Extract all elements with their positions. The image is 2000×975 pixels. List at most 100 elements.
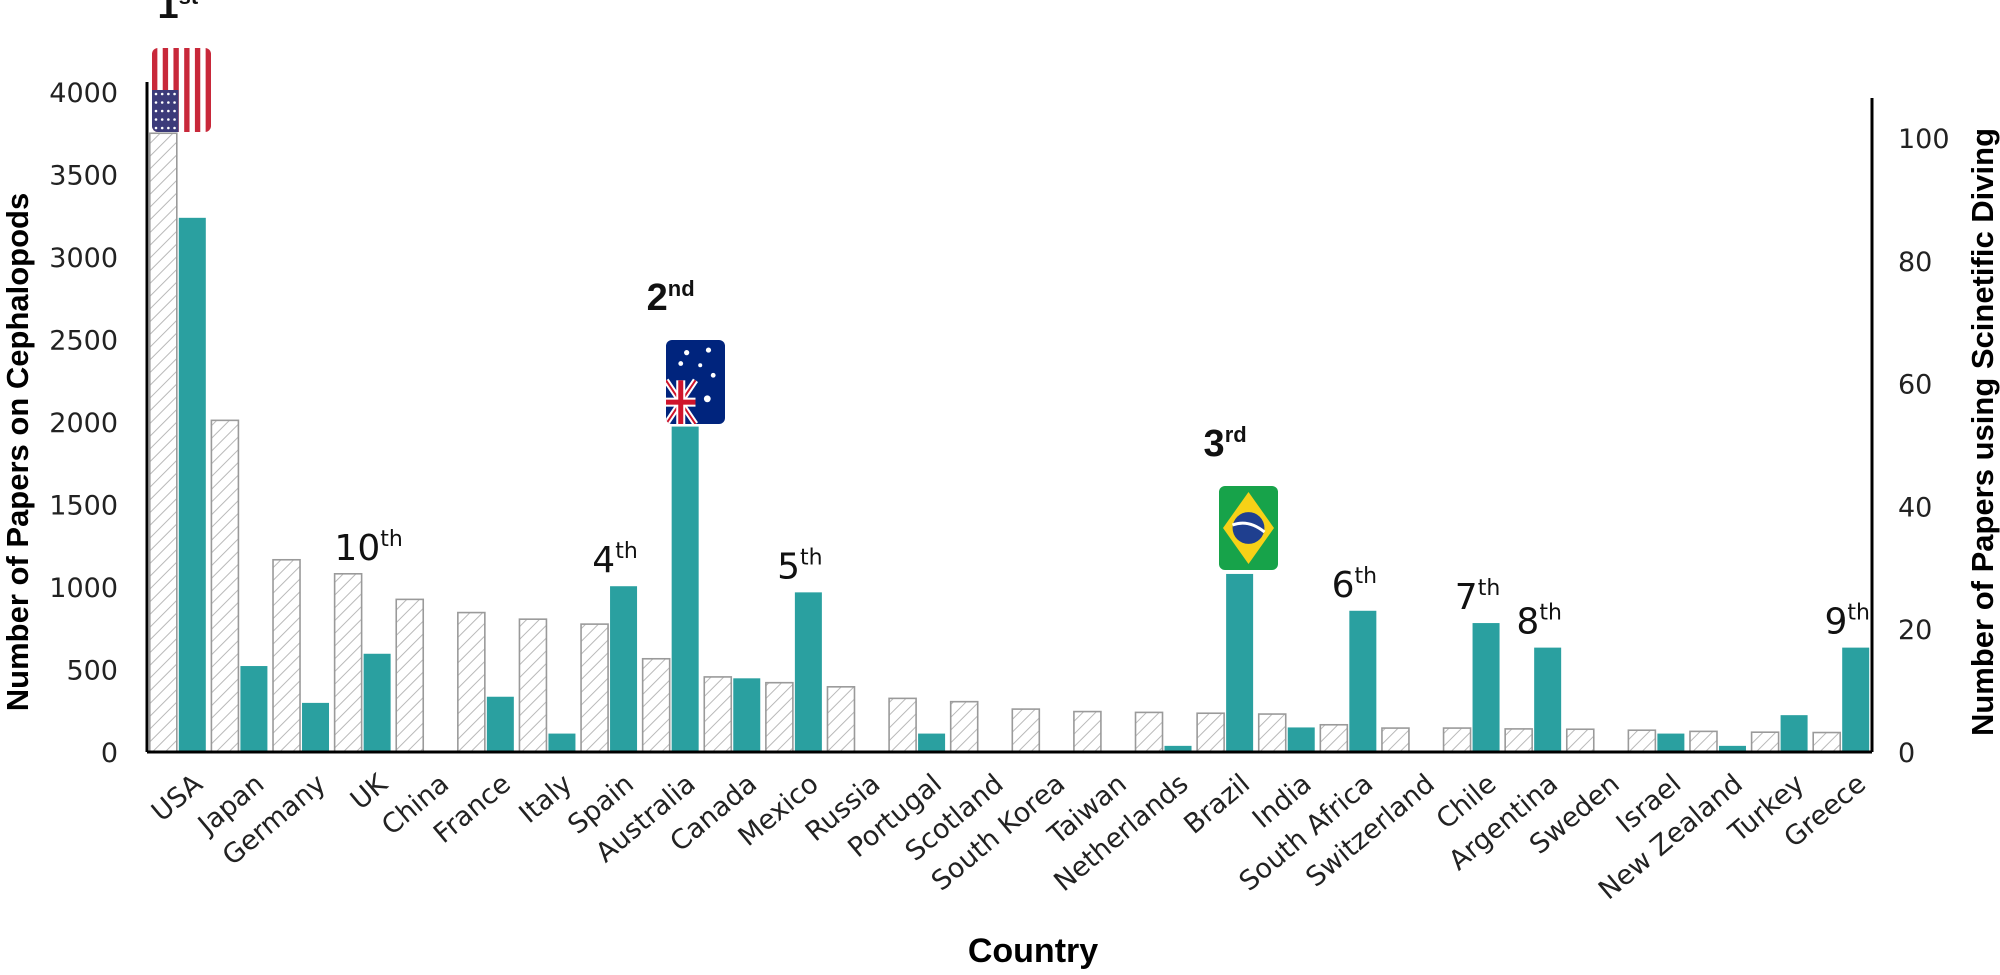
rank-label: 8th xyxy=(1516,601,1561,643)
australia-flag-star xyxy=(710,372,716,378)
usa-flag-star xyxy=(167,101,170,104)
bar-cephalopods xyxy=(580,623,609,753)
bar-cephalopods xyxy=(1442,727,1472,753)
bar-scientific-diving xyxy=(302,702,330,752)
bar-cephalopods xyxy=(888,697,917,753)
bar-scientific-diving xyxy=(1534,647,1562,752)
y-left-tick-label: 2000 xyxy=(49,408,118,439)
bar-scientific-diving xyxy=(1226,573,1254,752)
bar-cephalopods xyxy=(826,686,856,753)
bar-cephalopods xyxy=(272,558,301,753)
bar-cephalopods xyxy=(1812,731,1841,753)
bar-scientific-diving xyxy=(1349,610,1377,752)
usa-flag-star xyxy=(167,118,170,121)
bar-scientific-diving xyxy=(733,678,761,752)
bar-scientific-diving xyxy=(1164,745,1192,752)
rank-suffix: nd xyxy=(668,276,695,301)
australia-flag-body xyxy=(666,340,725,424)
rank-number: 7 xyxy=(1455,577,1478,618)
bar-scientific-diving xyxy=(1657,733,1685,752)
rank-number: 2 xyxy=(647,277,668,319)
y-right-tick-label: 20 xyxy=(1898,615,1932,646)
bar-scientific-diving xyxy=(548,733,576,752)
rank-suffix: th xyxy=(1539,601,1562,626)
bar-cephalopods xyxy=(1689,730,1718,753)
bar-scientific-diving xyxy=(1842,647,1870,752)
usa-flag-star xyxy=(173,92,176,96)
usa-flag-body xyxy=(152,48,211,132)
y-axis-left-title: Number of Papers on Cephalopods xyxy=(0,193,35,711)
bar-cephalopods xyxy=(1381,727,1410,753)
y-left-tick-label: 1500 xyxy=(49,491,118,522)
bar-cephalopods xyxy=(1750,731,1780,753)
usa-flag-star xyxy=(154,109,158,113)
bar-scientific-diving xyxy=(1287,727,1315,752)
y-left-tick-label: 3000 xyxy=(49,243,118,274)
usa-flag-star xyxy=(173,101,176,104)
brazil-flag-globe xyxy=(1232,512,1265,544)
bar-cephalopods xyxy=(1627,729,1657,753)
rank-label: 9th xyxy=(1824,601,1869,643)
bar-scientific-diving xyxy=(1472,623,1500,752)
rank-label: 6th xyxy=(1332,564,1377,606)
usa-flag-star xyxy=(173,126,176,130)
rank-number: 1 xyxy=(157,0,178,27)
rank-number: 9 xyxy=(1824,602,1847,643)
rank-label: 2nd xyxy=(647,276,695,319)
usa-flag-star xyxy=(160,92,164,96)
rank-number: 6 xyxy=(1332,565,1355,606)
bar-cephalopods xyxy=(1073,710,1102,753)
usa-flag-star xyxy=(167,92,170,96)
usa-flag-star xyxy=(160,118,164,121)
brazil-flag-band xyxy=(1231,521,1266,534)
usa-flag-star xyxy=(160,101,164,104)
y-right-tick-label: 60 xyxy=(1898,370,1932,401)
usa-flag-star xyxy=(154,101,158,104)
bar-cephalopods xyxy=(149,132,178,753)
rank-suffix: th xyxy=(1847,601,1870,626)
australia-flag-star xyxy=(698,363,703,368)
rank-label: 4th xyxy=(592,539,637,581)
y-right-tick-label: 100 xyxy=(1898,124,1950,155)
x-axis-title: Country xyxy=(968,932,1098,970)
y-right-tick-label: 0 xyxy=(1898,738,1915,769)
bar-cephalopods xyxy=(395,598,425,753)
y-left-tick-label: 0 xyxy=(101,738,118,769)
rank-suffix: th xyxy=(1355,564,1378,589)
bar-cephalopods xyxy=(1257,713,1287,753)
rank-number: 3 xyxy=(1204,423,1225,465)
rank-annotations-layer: 1st2nd3rd4th5th6th7th8th9th10th xyxy=(152,0,1870,643)
usa-flag-star xyxy=(173,109,176,113)
bar-cephalopods xyxy=(1134,711,1164,753)
usa-flag-star xyxy=(154,92,158,96)
y-left-tick-label: 2500 xyxy=(49,326,118,357)
rank-suffix: th xyxy=(380,527,403,552)
bar-cephalopods xyxy=(1565,728,1595,753)
bar-scientific-diving xyxy=(794,592,822,752)
bar-scientific-diving xyxy=(1780,715,1808,752)
rank-label: 1st xyxy=(157,0,198,27)
bar-cephalopods xyxy=(210,419,240,753)
usa-flag-stripe xyxy=(194,48,201,132)
bar-cephalopods xyxy=(1319,723,1349,753)
usa-flag xyxy=(152,48,211,132)
rank-number: 8 xyxy=(1516,602,1539,643)
australia-flag-star xyxy=(684,350,690,356)
bar-scientific-diving xyxy=(671,426,699,752)
usa-flag-star xyxy=(167,109,170,113)
australia-flag-cross-red xyxy=(678,380,684,424)
rank-suffix: th xyxy=(615,539,638,564)
rank-suffix: st xyxy=(179,0,199,9)
bar-cephalopods xyxy=(641,657,671,753)
bar-cephalopods xyxy=(1196,712,1225,753)
y-axis-right-title: Number of Papers using Scinetific Diving xyxy=(1965,128,2000,736)
australia-flag-star xyxy=(703,395,711,403)
bar-cephalopods xyxy=(1504,728,1533,753)
y-left-tick-label: 500 xyxy=(66,656,118,687)
usa-flag-star xyxy=(154,126,158,130)
bar-scientific-diving xyxy=(918,733,946,752)
bars-layer xyxy=(149,132,1870,753)
rank-label: 3rd xyxy=(1204,422,1247,465)
y-right-tick-label: 80 xyxy=(1898,247,1932,278)
